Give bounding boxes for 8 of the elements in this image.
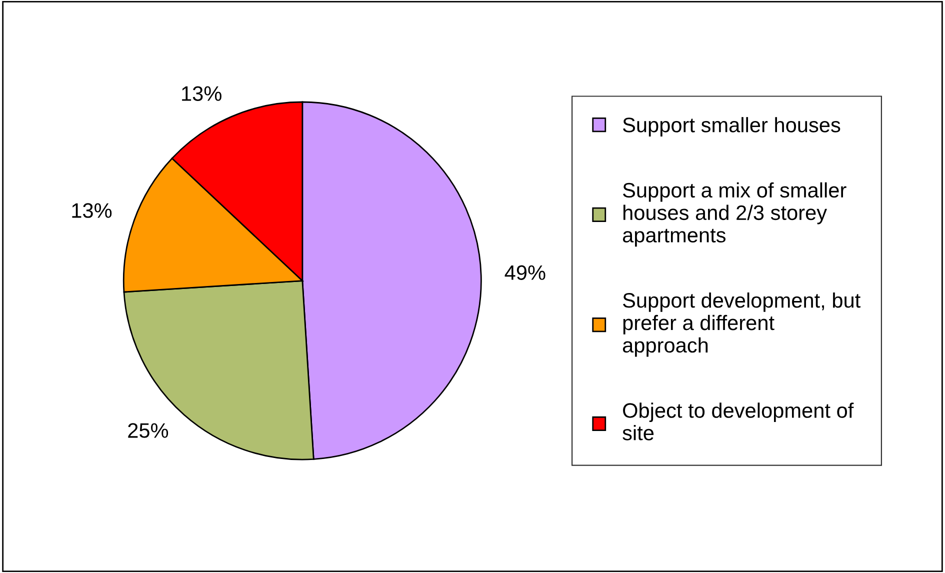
data-label: 13%	[72, 203, 112, 218]
legend-label: Object to development of site	[622, 402, 854, 440]
data-label: 25%	[128, 423, 168, 438]
legend-label: Support a mix of smaller houses and 2/3 storey apartments	[622, 182, 846, 247]
data-label: 49%	[504, 265, 546, 280]
data-label: 13%	[182, 86, 222, 101]
legend-label: Support smaller houses	[622, 117, 840, 136]
legend-label: Support development, but prefer a different approach	[622, 292, 860, 357]
